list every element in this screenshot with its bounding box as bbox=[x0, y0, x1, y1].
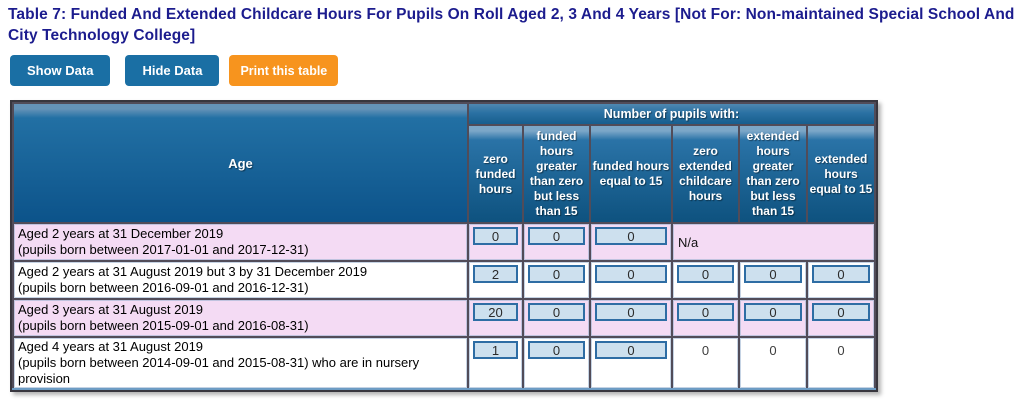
pupil-count-input[interactable] bbox=[528, 227, 585, 245]
value-cell bbox=[468, 223, 523, 261]
static-value-cell: 0 bbox=[672, 337, 739, 389]
show-data-button[interactable]: Show Data bbox=[10, 55, 110, 86]
pupil-count-input[interactable] bbox=[744, 303, 802, 321]
value-cell bbox=[468, 337, 523, 389]
age-label-cell: Aged 2 years at 31 December 2019 (pupils… bbox=[13, 223, 468, 261]
pupil-count-input[interactable] bbox=[473, 227, 518, 245]
pupil-count-input[interactable] bbox=[812, 303, 870, 321]
pupil-count-input[interactable] bbox=[677, 265, 734, 283]
age-label-cell: Aged 2 years at 31 August 2019 but 3 by … bbox=[13, 261, 468, 299]
age-line2: (pupils born between 2015-09-01 and 2016… bbox=[18, 318, 463, 334]
table-row-aged-2-but-3-by-december: Aged 2 years at 31 August 2019 but 3 by … bbox=[13, 261, 875, 299]
table-row-aged-3: Aged 3 years at 31 August 2019 (pupils b… bbox=[13, 299, 875, 337]
col-header-extended-hours-equal-15: extended hours equal to 15 bbox=[807, 125, 875, 223]
age-line1: Aged 2 years at 31 August 2019 but 3 by … bbox=[18, 264, 463, 280]
page: Table 7: Funded And Extended Childcare H… bbox=[0, 0, 1027, 401]
value-cell bbox=[739, 261, 807, 299]
static-value-cell: 0 bbox=[807, 337, 875, 389]
value-cell bbox=[807, 261, 875, 299]
value-cell bbox=[523, 337, 590, 389]
col-header-zero-extended-childcare-hours: zero extended childcare hours bbox=[672, 125, 739, 223]
pupil-count-input[interactable] bbox=[528, 265, 585, 283]
pupil-count-input[interactable] bbox=[595, 265, 667, 283]
pupil-count-input[interactable] bbox=[595, 341, 667, 359]
table-row-aged-2-at-december: Aged 2 years at 31 December 2019 (pupils… bbox=[13, 223, 875, 261]
hide-data-button[interactable]: Hide Data bbox=[125, 55, 219, 86]
col-header-extended-hours-gt-zero-lt-15: extended hours greater than zero but les… bbox=[739, 125, 807, 223]
age-line1: Aged 3 years at 31 August 2019 bbox=[18, 302, 463, 318]
age-line1: Aged 4 years at 31 August 2019 bbox=[18, 339, 463, 355]
age-line1: Aged 2 years at 31 December 2019 bbox=[18, 226, 463, 242]
group-header: Number of pupils with: bbox=[468, 103, 875, 125]
value-cell bbox=[523, 299, 590, 337]
col-header-zero-funded-hours: zero funded hours bbox=[468, 125, 523, 223]
pupil-count-input[interactable] bbox=[812, 265, 870, 283]
value-cell bbox=[468, 261, 523, 299]
value-cell bbox=[523, 261, 590, 299]
pupil-count-input[interactable] bbox=[528, 341, 585, 359]
value-cell bbox=[468, 299, 523, 337]
age-column-header: Age bbox=[13, 103, 468, 223]
value-cell bbox=[590, 261, 672, 299]
pupil-count-input[interactable] bbox=[595, 303, 667, 321]
not-applicable-cell: N/a bbox=[672, 223, 875, 261]
age-label-cell: Aged 4 years at 31 August 2019 (pupils b… bbox=[13, 337, 468, 389]
col-header-funded-hours-gt-zero-lt-15: funded hours greater than zero but less … bbox=[523, 125, 590, 223]
value-cell bbox=[739, 299, 807, 337]
pupil-count-input[interactable] bbox=[677, 303, 734, 321]
value-cell bbox=[523, 223, 590, 261]
value-cell bbox=[590, 337, 672, 389]
childcare-hours-table-wrapper: Age Number of pupils with: zero funded h… bbox=[10, 100, 878, 392]
value-cell bbox=[807, 299, 875, 337]
group-header-row: Age Number of pupils with: bbox=[13, 103, 875, 125]
pupil-count-input[interactable] bbox=[528, 303, 585, 321]
age-line2: (pupils born between 2014-09-01 and 2015… bbox=[18, 355, 463, 387]
pupil-count-input[interactable] bbox=[473, 265, 518, 283]
age-label-cell: Aged 3 years at 31 August 2019 (pupils b… bbox=[13, 299, 468, 337]
toolbar: Show Data Hide Data Print this table bbox=[10, 55, 1019, 86]
page-title: Table 7: Funded And Extended Childcare H… bbox=[8, 4, 1019, 46]
age-line2: (pupils born between 2016-09-01 and 2016… bbox=[18, 280, 463, 296]
col-header-funded-hours-equal-15: funded hours equal to 15 bbox=[590, 125, 672, 223]
pupil-count-input[interactable] bbox=[473, 303, 518, 321]
value-cell bbox=[590, 299, 672, 337]
value-cell bbox=[672, 299, 739, 337]
static-value-cell: 0 bbox=[739, 337, 807, 389]
value-cell bbox=[672, 261, 739, 299]
pupil-count-input[interactable] bbox=[744, 265, 802, 283]
table-row-aged-4: Aged 4 years at 31 August 2019 (pupils b… bbox=[13, 337, 875, 389]
pupil-count-input[interactable] bbox=[595, 227, 667, 245]
print-table-button[interactable]: Print this table bbox=[229, 55, 338, 86]
age-line2: (pupils born between 2017-01-01 and 2017… bbox=[18, 242, 463, 258]
pupil-count-input[interactable] bbox=[473, 341, 518, 359]
childcare-hours-table: Age Number of pupils with: zero funded h… bbox=[12, 102, 876, 390]
value-cell bbox=[590, 223, 672, 261]
